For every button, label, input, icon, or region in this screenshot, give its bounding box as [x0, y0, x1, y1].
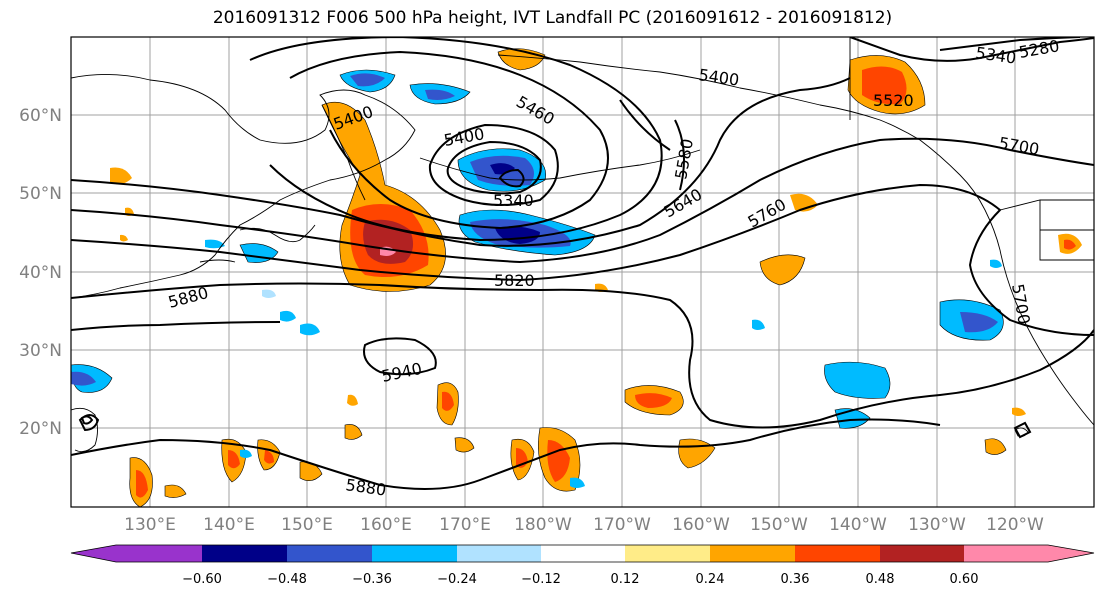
colorbar-segment [287, 545, 372, 562]
lat-label-20n: 20°N [19, 419, 62, 439]
lon-label: 130°E [124, 515, 176, 535]
lon-label: 170°E [439, 515, 491, 535]
asia-coast [71, 73, 416, 299]
graticule [71, 37, 1094, 507]
us-states [1039, 200, 1094, 261]
colorbar-segment [116, 545, 202, 562]
colorbar-tick-label: −0.48 [267, 572, 307, 587]
colorbar-segment [795, 545, 880, 562]
lon-label: 150°W [750, 515, 808, 535]
colorbar-tick-label: 0.36 [781, 572, 810, 587]
alaska-coast [497, 54, 1001, 251]
colorbar-tick-label: −0.12 [521, 572, 561, 587]
aleutians [419, 149, 701, 181]
map-border [70, 36, 1095, 508]
lon-label: 150°E [281, 515, 333, 535]
lon-label: 140°E [203, 515, 255, 535]
map-title: 2016091312 F006 500 hPa height, IVT Land… [212, 8, 893, 28]
colorbar-segment [964, 545, 1048, 562]
lon-label: 160°W [672, 515, 730, 535]
lon-label: 180°W [514, 515, 572, 535]
colorbar-segment [880, 545, 964, 562]
colorbar-segment [457, 545, 541, 562]
lat-label-50n: 50°N [19, 184, 62, 204]
colorbar-tick-label: 0.60 [950, 572, 979, 587]
lon-label: 160°E [360, 515, 412, 535]
contour-label: 5520 [873, 91, 914, 110]
lat-label-30n: 30°N [19, 341, 62, 361]
colorbar-segment [372, 545, 457, 562]
colorbar: −0.60 −0.48 −0.36 −0.24 −0.12 0.12 0.24 … [70, 544, 1095, 587]
longitude-labels: 130°E 140°E 150°E 160°E 170°E 180°W 170°… [124, 515, 1044, 535]
colorbar-tick-label: 0.12 [611, 572, 640, 587]
colorbar-extend-low [71, 545, 116, 562]
ivt-negative-anomaly [71, 69, 1004, 488]
colorbar-tick-label: 0.48 [866, 572, 895, 587]
lon-label: 130°W [908, 515, 966, 535]
colorbar-segment [541, 545, 625, 562]
colorbar-tick-label: 0.24 [696, 572, 725, 587]
lon-label: 120°W [986, 515, 1044, 535]
latitude-labels: 60°N 50°N 40°N 30°N 20°N [19, 106, 62, 439]
colorbar-tick-label: −0.24 [437, 572, 477, 587]
lat-label-40n: 40°N [19, 263, 62, 283]
colorbar-segment [202, 545, 287, 562]
lon-label: 170°W [593, 515, 651, 535]
japan [199, 224, 316, 263]
contour-label: 5340 [493, 191, 534, 210]
contour-label: 5820 [494, 271, 535, 290]
colorbar-extend-high [1048, 545, 1094, 562]
lon-label: 140°W [829, 515, 887, 535]
height-contours [71, 37, 1094, 490]
colorbar-segment [625, 545, 710, 562]
colorbar-tick-label: −0.36 [352, 572, 392, 587]
north-america-coast [999, 249, 1094, 426]
coastlines [71, 37, 1094, 453]
lat-label-60n: 60°N [19, 106, 62, 126]
colorbar-segment [710, 545, 795, 562]
colorbar-tick-label: −0.60 [182, 572, 222, 587]
